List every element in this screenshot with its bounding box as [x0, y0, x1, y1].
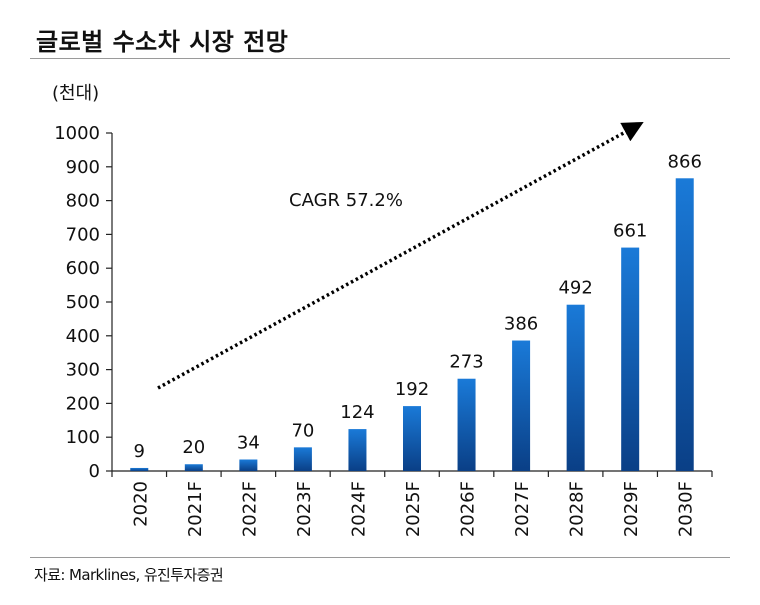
x-tick-label-2029F: 2029F — [621, 481, 642, 537]
y-tick-label: 900 — [66, 157, 100, 178]
x-tick-label-2030F: 2030F — [676, 481, 697, 537]
data-label-2024F: 124 — [340, 402, 374, 423]
data-label-2025F: 192 — [395, 379, 429, 400]
x-tick-label-2027F: 2027F — [512, 481, 533, 537]
bar-2021F — [184, 464, 203, 471]
source-note: 자료: Marklines, 유진투자증권 — [34, 566, 224, 584]
y-axis-label: (천대) — [52, 83, 99, 104]
bar-2022F — [239, 459, 258, 471]
data-label-2027F: 386 — [504, 314, 538, 335]
x-tick-label-2023F: 2023F — [294, 481, 315, 537]
bar-2029F — [621, 247, 640, 471]
cagr-trend-arrow — [157, 121, 644, 390]
x-tick-label-2025F: 2025F — [403, 481, 424, 537]
y-tick-label: 700 — [66, 224, 100, 245]
data-label-2022F: 34 — [237, 433, 260, 454]
x-tick-label-2028F: 2028F — [567, 481, 588, 537]
data-label-2029F: 661 — [613, 221, 647, 242]
y-tick-label: 100 — [66, 427, 100, 448]
y-tick-label: 600 — [66, 258, 100, 279]
data-label-2030F: 866 — [668, 151, 702, 172]
footer-divider — [30, 557, 730, 558]
bar-2027F — [512, 340, 531, 471]
bar-2023F — [293, 447, 312, 471]
y-tick-label: 1000 — [54, 123, 100, 144]
cagr-annotation: CAGR 57.2% — [289, 190, 403, 211]
bar-2024F — [348, 429, 367, 471]
bar-2026F — [457, 378, 476, 471]
x-tick-label-2022F: 2022F — [239, 481, 260, 537]
title-divider — [30, 58, 730, 59]
x-tick-label-2021F: 2021F — [185, 481, 206, 537]
y-tick-label: 500 — [66, 292, 100, 313]
data-label-2026F: 273 — [449, 352, 483, 373]
bar-2025F — [403, 406, 421, 471]
data-label-2020: 9 — [134, 441, 145, 462]
x-tick-label-2020: 2020 — [130, 481, 151, 527]
bar-2020 — [130, 467, 149, 471]
data-label-2021F: 20 — [182, 437, 205, 458]
data-label-2023F: 70 — [291, 420, 314, 441]
data-label-2028F: 492 — [558, 278, 592, 299]
y-tick-label: 200 — [66, 393, 100, 414]
y-tick-label: 400 — [66, 326, 100, 347]
bar-2028F — [566, 304, 585, 471]
y-tick-label: 300 — [66, 360, 100, 381]
bar-2030F — [675, 178, 694, 472]
y-tick-label: 800 — [66, 191, 100, 212]
y-tick-label: 0 — [89, 461, 100, 482]
chart-title: 글로벌 수소차 시장 전망 — [36, 28, 289, 56]
x-tick-label-2026F: 2026F — [458, 481, 479, 537]
x-tick-label-2024F: 2024F — [348, 481, 369, 537]
